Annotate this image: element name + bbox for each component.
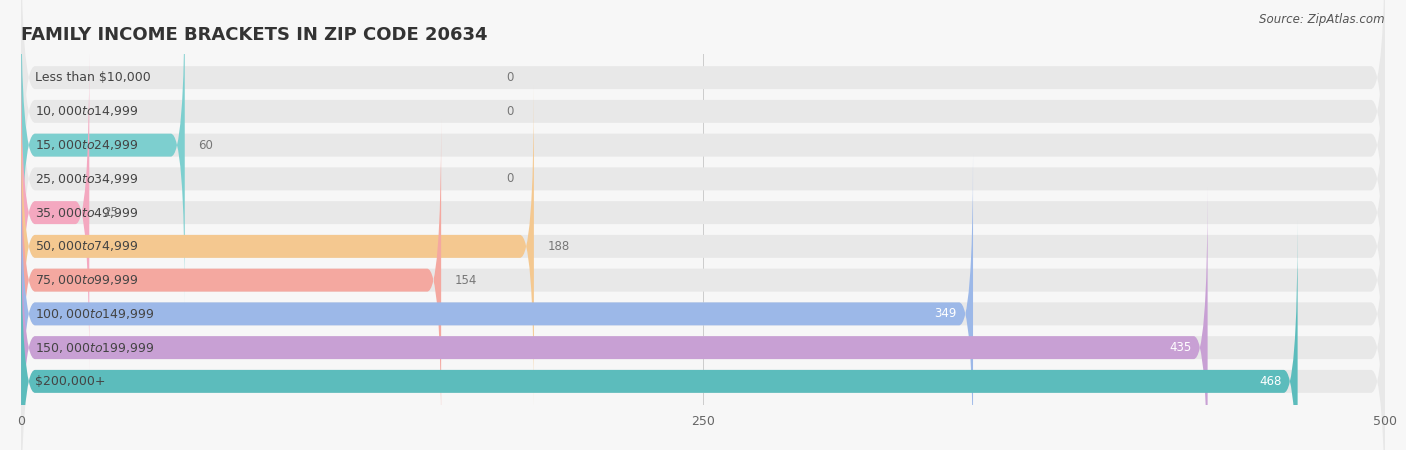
FancyBboxPatch shape	[21, 0, 184, 306]
Text: Less than $10,000: Less than $10,000	[35, 71, 150, 84]
Text: $25,000 to $34,999: $25,000 to $34,999	[35, 172, 138, 186]
FancyBboxPatch shape	[21, 221, 1385, 450]
Text: $15,000 to $24,999: $15,000 to $24,999	[35, 138, 138, 152]
FancyBboxPatch shape	[21, 52, 90, 373]
FancyBboxPatch shape	[21, 0, 1385, 306]
Text: FAMILY INCOME BRACKETS IN ZIP CODE 20634: FAMILY INCOME BRACKETS IN ZIP CODE 20634	[21, 26, 488, 44]
Text: 349: 349	[935, 307, 956, 320]
FancyBboxPatch shape	[21, 0, 1385, 238]
Text: 25: 25	[103, 206, 118, 219]
FancyBboxPatch shape	[21, 18, 1385, 339]
FancyBboxPatch shape	[21, 0, 1385, 272]
Text: $50,000 to $74,999: $50,000 to $74,999	[35, 239, 138, 253]
FancyBboxPatch shape	[21, 187, 1385, 450]
Text: 60: 60	[198, 139, 214, 152]
FancyBboxPatch shape	[21, 120, 441, 441]
Text: 188: 188	[547, 240, 569, 253]
FancyBboxPatch shape	[21, 120, 1385, 441]
Text: Source: ZipAtlas.com: Source: ZipAtlas.com	[1260, 14, 1385, 27]
FancyBboxPatch shape	[21, 86, 534, 407]
FancyBboxPatch shape	[21, 86, 1385, 407]
Text: 435: 435	[1168, 341, 1191, 354]
Text: 154: 154	[454, 274, 477, 287]
FancyBboxPatch shape	[21, 153, 1385, 450]
Text: 0: 0	[506, 105, 515, 118]
Text: $75,000 to $99,999: $75,000 to $99,999	[35, 273, 138, 287]
Text: $35,000 to $49,999: $35,000 to $49,999	[35, 206, 138, 220]
Text: 0: 0	[506, 172, 515, 185]
FancyBboxPatch shape	[21, 153, 973, 450]
Text: $10,000 to $14,999: $10,000 to $14,999	[35, 104, 138, 118]
Text: 0: 0	[506, 71, 515, 84]
Text: $150,000 to $199,999: $150,000 to $199,999	[35, 341, 155, 355]
FancyBboxPatch shape	[21, 221, 1298, 450]
Text: $100,000 to $149,999: $100,000 to $149,999	[35, 307, 155, 321]
FancyBboxPatch shape	[21, 187, 1208, 450]
FancyBboxPatch shape	[21, 52, 1385, 373]
Text: $200,000+: $200,000+	[35, 375, 105, 388]
Text: 468: 468	[1258, 375, 1281, 388]
